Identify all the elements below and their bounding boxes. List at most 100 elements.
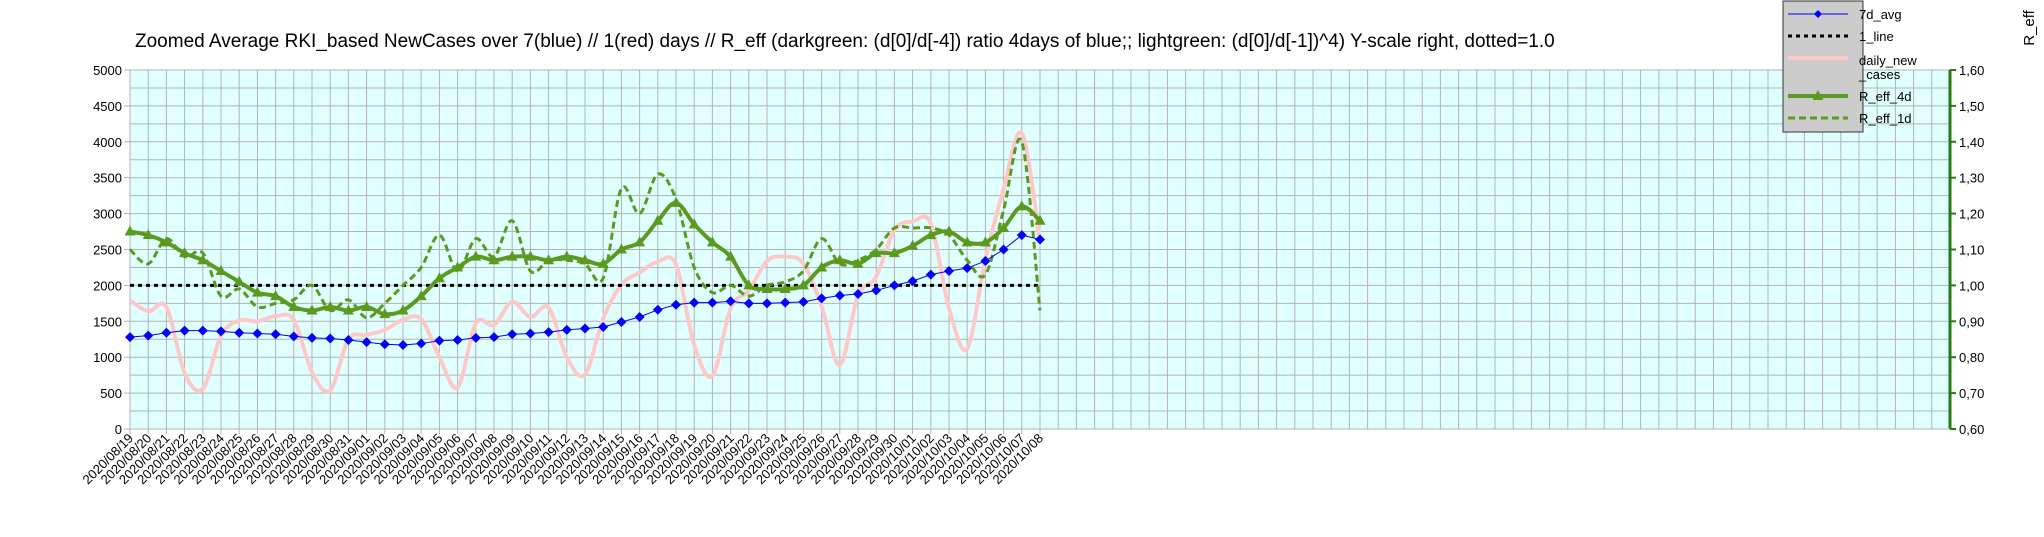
r-eff-4d-point — [615, 243, 627, 254]
7d-avg-point — [288, 331, 299, 342]
legend-swatch-marker — [1814, 10, 1822, 18]
y2-tick-label: 1,50 — [1959, 99, 1984, 114]
y2-axis-label: R_eff — [2021, 9, 2038, 45]
7d-avg-point — [507, 329, 518, 340]
7d-avg-point — [398, 339, 408, 350]
r-eff-4d-point — [179, 247, 191, 258]
7d-avg-point — [543, 327, 554, 338]
7d-avg-point — [525, 328, 536, 339]
7d-avg-point — [343, 334, 354, 345]
legend-label: R_eff_4d — [1859, 89, 1912, 104]
r-eff-4d-point — [797, 279, 809, 290]
r-eff-4d-point — [124, 225, 136, 236]
7d-avg-point — [270, 329, 281, 340]
y2-tick-label: 0,60 — [1959, 422, 1984, 437]
r-eff-4d-point — [634, 236, 646, 247]
7d-avg-point — [871, 285, 882, 296]
r-eff-4d-point — [524, 250, 536, 261]
7d-avg-point — [652, 304, 663, 315]
r-eff-4d-point — [197, 254, 209, 265]
7d-avg-point — [762, 298, 772, 309]
r-eff-4d-point — [506, 250, 518, 261]
y-tick-label: 1000 — [93, 350, 122, 365]
y2-tick-label: 0,80 — [1959, 350, 1984, 365]
7d-avg-point — [962, 263, 973, 274]
r-eff-4d-point — [543, 254, 555, 265]
y2-tick-label: 1,60 — [1959, 63, 1984, 78]
r-eff-4d-point — [925, 229, 937, 240]
7d-avg-point — [561, 324, 572, 335]
7d-avg-point — [452, 334, 463, 345]
y2-tick-label: 1,40 — [1959, 135, 1984, 150]
y-tick-label: 4000 — [93, 135, 122, 150]
7d-avg-point — [780, 297, 791, 308]
r-eff-4d-point — [943, 225, 955, 236]
7d-avg-point — [580, 323, 590, 334]
legend-item-r-eff-4d: R_eff_4d — [1788, 89, 1912, 104]
7d-avg-point — [325, 333, 336, 344]
7d-avg-point — [889, 280, 900, 291]
legend-label: R_eff_1d — [1859, 111, 1912, 126]
r-eff-4d-point — [561, 250, 573, 261]
legend-item-r-eff-1d: R_eff_1d — [1788, 111, 1912, 126]
7d-avg-point — [179, 325, 190, 336]
y-tick-label: 500 — [100, 386, 122, 401]
y2-tick-label: 1,30 — [1959, 171, 1984, 186]
legend-label-line: daily_new — [1859, 53, 1917, 68]
r-eff-4d-point — [215, 265, 227, 276]
7d-avg-point — [671, 299, 681, 310]
legend-item-daily-new-cases: daily_new _cases — [1788, 53, 1917, 82]
r-eff-4d-point — [306, 304, 318, 315]
grid — [129, 69, 1951, 430]
r-eff-4d-point — [706, 236, 718, 247]
y-tick-label: 2500 — [93, 243, 122, 258]
7d-avg-point — [689, 297, 700, 308]
7d-avg-point — [307, 332, 317, 343]
7d-avg-point — [816, 293, 827, 304]
7d-avg-point — [853, 289, 863, 300]
7d-avg-point — [197, 325, 208, 336]
chart-title: Zoomed Average RKI_based NewCases over 7… — [135, 31, 1555, 52]
7d-avg-point — [1035, 234, 1045, 245]
legend-swatch-marker — [1812, 90, 1824, 100]
7d-avg-point — [489, 332, 499, 343]
7d-avg-point — [598, 322, 609, 333]
r-eff-4d-point — [452, 261, 464, 272]
r-eff-4d-point — [579, 254, 591, 265]
y-tick-label: 3000 — [93, 207, 122, 222]
7d-avg-point — [998, 244, 1009, 255]
y-axis-left: 0 500 1000 1500 2000 2500 3000 3500 4000 4500 5000 — [93, 63, 131, 437]
y2-tick-label: 1,00 — [1959, 278, 1984, 293]
r-eff-4d-point — [379, 308, 391, 319]
7d-avg-point — [234, 327, 245, 338]
r-eff-4d-point — [288, 300, 300, 311]
legend-item-7d-avg: 7d_avg — [1788, 7, 1902, 22]
r-eff-4d-point — [1016, 200, 1028, 211]
7d-avg-point — [798, 296, 809, 307]
7d-avg-point — [252, 328, 263, 339]
7d-avg-point — [361, 337, 372, 348]
7d-avg-point — [725, 296, 736, 307]
y-tick-label: 3500 — [93, 171, 122, 186]
7d-avg-point — [125, 332, 135, 343]
r-eff-4d-point — [415, 290, 427, 301]
r-eff-4d-point — [888, 247, 900, 258]
r-eff-4d-point — [907, 239, 919, 250]
legend-item-1-line: 1_line — [1788, 29, 1894, 44]
r-eff-4d-point — [324, 300, 336, 311]
r-eff-4d-point — [688, 218, 700, 229]
r-eff-4d-point — [397, 304, 409, 315]
legend-label: 1_line — [1859, 29, 1894, 44]
r-eff-4d-point — [233, 275, 245, 286]
r-eff-4d-point — [834, 254, 846, 265]
legend-label: 7d_avg — [1859, 7, 1902, 22]
r-eff-4d-point — [1034, 214, 1046, 225]
y-tick-label: 0 — [115, 422, 122, 437]
r-eff-4d-point — [670, 196, 682, 207]
r-eff-4d-point — [779, 282, 791, 293]
7d-avg-point — [907, 276, 918, 287]
7d-avg-point — [980, 255, 991, 266]
y-tick-label: 1500 — [93, 314, 122, 329]
y-tick-label: 2000 — [93, 278, 122, 293]
